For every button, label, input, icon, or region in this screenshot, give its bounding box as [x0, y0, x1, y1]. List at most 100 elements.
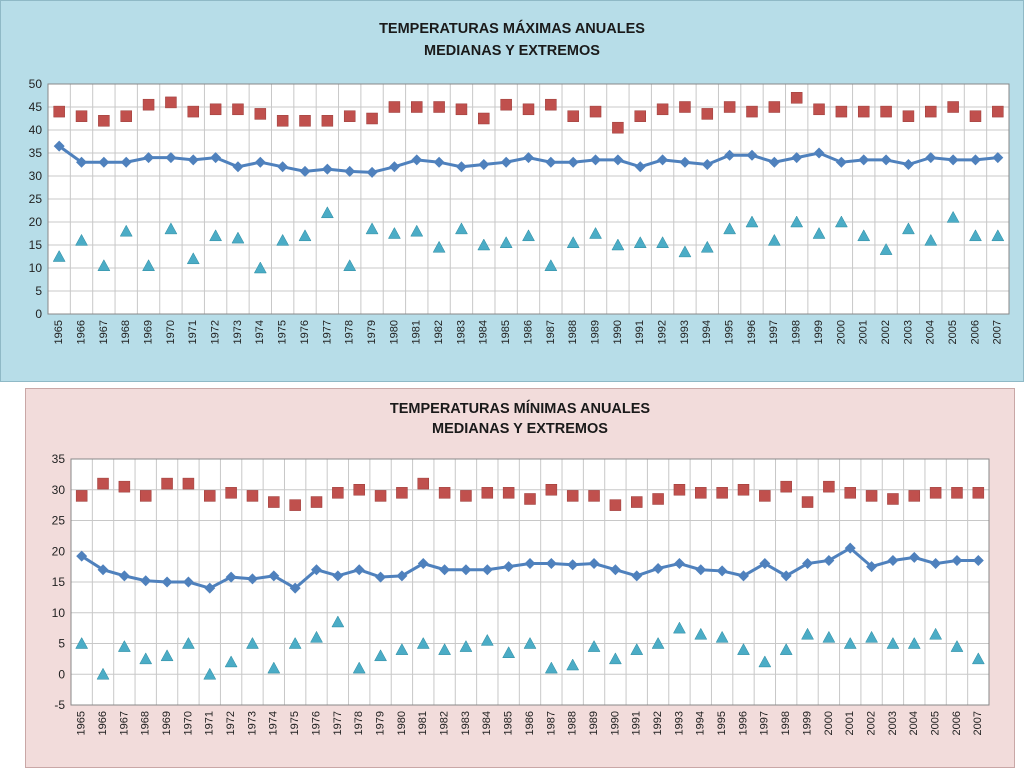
x-tick-label: 1972	[210, 320, 222, 344]
max-point	[545, 98, 557, 111]
max-point	[908, 490, 921, 502]
median-point	[76, 550, 88, 562]
x-tick-label: 1987	[545, 320, 557, 344]
x-tick-label: 1978	[353, 711, 365, 735]
max-point	[343, 110, 356, 122]
min-point	[767, 233, 781, 246]
min-point	[779, 643, 793, 655]
x-tick-label: 1981	[417, 711, 429, 735]
min-point	[310, 630, 323, 643]
min-point	[459, 640, 473, 652]
x-tick-label: 1994	[695, 711, 707, 735]
max-point	[801, 496, 814, 508]
max-point	[455, 103, 468, 116]
min-point	[224, 655, 238, 668]
min-point	[480, 633, 494, 646]
min-point	[566, 236, 580, 248]
x-tick-label: 2000	[835, 320, 847, 344]
median-point	[746, 149, 758, 161]
x-tick-label: 1979	[366, 320, 378, 344]
x-tick-label: 1999	[813, 320, 825, 344]
max-point	[332, 487, 344, 499]
x-tick-label: 1983	[460, 711, 472, 735]
x-tick-label: 1984	[481, 711, 493, 735]
series-median	[76, 542, 984, 594]
y-tick-label: 40	[29, 123, 43, 137]
x-tick-label: 1969	[161, 711, 173, 735]
min-point	[812, 226, 826, 239]
max-point	[716, 487, 728, 499]
median-point	[813, 147, 825, 159]
min-point	[387, 226, 401, 239]
min-point	[630, 643, 644, 655]
max-point	[438, 487, 451, 499]
x-tick-label: 2004	[908, 711, 920, 735]
min-point	[745, 215, 759, 228]
x-tick-label: 1968	[140, 711, 152, 735]
x-tick-label: 1991	[631, 711, 643, 735]
max-point	[887, 493, 899, 505]
median-point	[246, 573, 258, 585]
median-point	[182, 576, 194, 588]
x-tick-label: 1982	[439, 711, 451, 735]
max-point	[232, 103, 244, 116]
min-point	[117, 640, 131, 652]
min-point	[164, 222, 178, 235]
median-point	[951, 554, 963, 566]
max-point	[98, 115, 110, 127]
min-point	[651, 636, 665, 649]
x-tick-label: 1986	[522, 320, 534, 344]
x-tick-label: 1965	[76, 711, 88, 735]
min-point	[946, 210, 960, 223]
max-point	[835, 105, 848, 118]
median-point	[844, 542, 856, 554]
max-point	[478, 112, 490, 125]
median-point	[500, 156, 512, 168]
chart-panel-max: TEMPERATURAS MÁXIMAS ANUALES MEDIANAS Y …	[0, 0, 1024, 382]
x-tick-label: 1990	[612, 320, 624, 344]
x-tick-label: 2006	[969, 320, 981, 344]
max-point	[182, 477, 195, 490]
y-tick-label: 15	[52, 575, 66, 589]
median-point	[947, 154, 959, 166]
max-point	[813, 103, 825, 116]
max-point	[246, 490, 259, 502]
median-point	[353, 564, 365, 576]
min-point	[343, 259, 357, 271]
y-tick-label: 0	[35, 307, 42, 321]
max-point	[396, 487, 408, 499]
min-point	[544, 661, 558, 674]
max-point	[695, 487, 707, 499]
max-point	[204, 490, 216, 502]
y-tick-label: 20	[29, 215, 43, 229]
min-point	[790, 215, 804, 228]
median-point	[277, 161, 289, 173]
x-tick-label: 2007	[972, 711, 984, 735]
x-tick-label: 1969	[142, 320, 154, 344]
median-point	[120, 156, 132, 168]
median-point	[902, 159, 914, 170]
y-tick-label: 30	[52, 483, 66, 497]
x-tick-label: 1967	[98, 320, 110, 344]
median-point	[524, 558, 536, 570]
median-point	[268, 570, 280, 582]
median-point	[187, 154, 199, 166]
chart-title: TEMPERATURAS MÍNIMAS ANUALES	[389, 401, 651, 417]
x-tick-label: 1977	[332, 711, 344, 735]
median-point	[880, 154, 892, 166]
median-point	[866, 561, 878, 573]
min-point	[969, 229, 982, 242]
min-point	[587, 640, 601, 652]
max-point	[969, 110, 982, 122]
y-tick-label: 30	[29, 169, 43, 183]
series-max	[53, 92, 1004, 134]
median-point	[737, 570, 749, 582]
max-point	[947, 101, 959, 113]
min-point	[186, 252, 200, 265]
max-point	[589, 105, 602, 118]
x-tick-label: 1980	[388, 320, 400, 344]
median-point	[925, 152, 937, 164]
x-tick-label: 1992	[656, 320, 668, 344]
max-point	[268, 496, 280, 508]
median-point	[673, 558, 685, 570]
